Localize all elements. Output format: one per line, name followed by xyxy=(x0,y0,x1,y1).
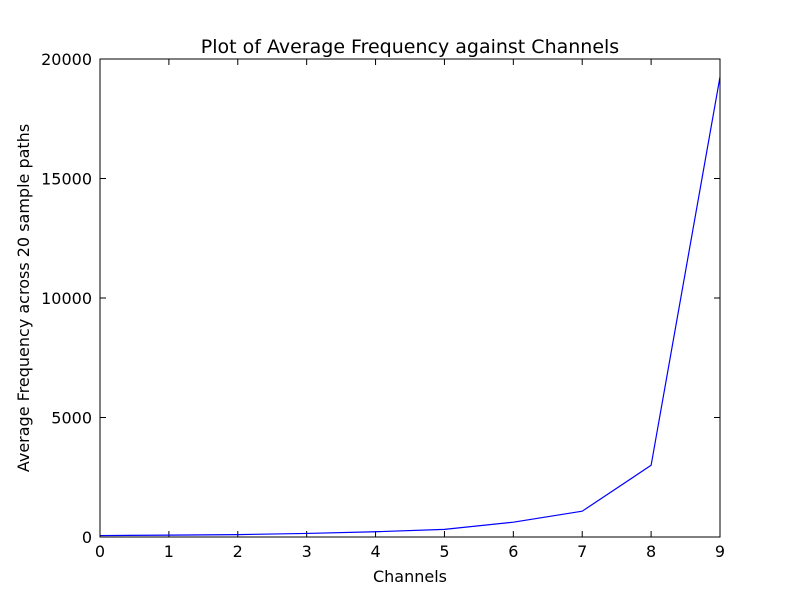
x-axis-ticks: 0 1 2 3 4 5 6 7 8 9 xyxy=(95,59,725,561)
x-tick-label: 3 xyxy=(302,542,312,561)
y-tick-label: 20000 xyxy=(41,50,92,69)
y-tick-label: 10000 xyxy=(41,289,92,308)
x-tick-label: 7 xyxy=(577,542,587,561)
plot-frame xyxy=(99,58,721,538)
x-axis-label: Channels xyxy=(373,567,447,586)
series-line xyxy=(99,76,721,537)
y-tick-label: 0 xyxy=(82,528,92,547)
x-tick-label: 1 xyxy=(164,542,174,561)
x-tick-label: 0 xyxy=(95,542,105,561)
x-tick-label: 6 xyxy=(508,542,518,561)
y-axis-ticks: 0 5000 10000 15000 20000 xyxy=(41,50,720,547)
x-tick-label: 9 xyxy=(715,542,725,561)
x-tick-label: 2 xyxy=(233,542,243,561)
x-tick-label: 4 xyxy=(370,542,380,561)
x-tick-label: 8 xyxy=(646,542,656,561)
y-tick-label: 5000 xyxy=(51,409,92,428)
y-tick-label: 15000 xyxy=(41,170,92,189)
series-layer xyxy=(99,76,721,537)
x-tick-label: 5 xyxy=(439,542,449,561)
y-axis-label: Average Frequency across 20 sample paths xyxy=(14,124,33,472)
chart-title: Plot of Average Frequency against Channe… xyxy=(201,36,619,58)
